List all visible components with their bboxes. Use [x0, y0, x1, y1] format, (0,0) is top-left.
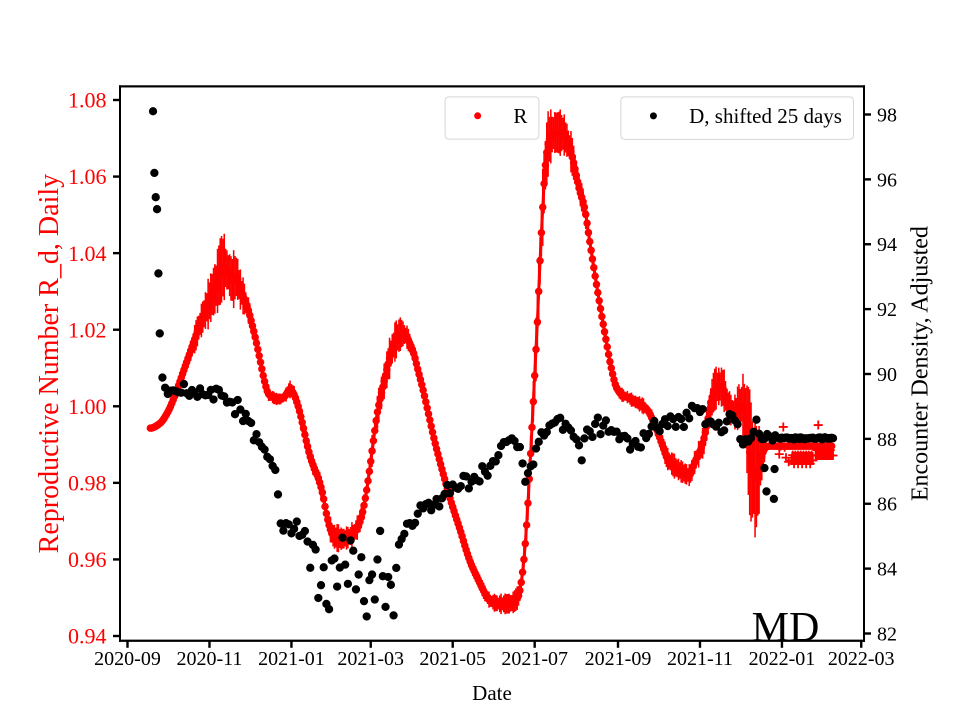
svg-text:0.96: 0.96 — [68, 547, 107, 572]
svg-text:R: R — [513, 104, 527, 128]
svg-text:Date: Date — [472, 681, 512, 705]
svg-text:1.00: 1.00 — [68, 394, 107, 419]
svg-text:1.04: 1.04 — [68, 241, 107, 266]
svg-text:88: 88 — [877, 429, 897, 451]
svg-text:2020-11: 2020-11 — [177, 648, 243, 670]
svg-text:0.98: 0.98 — [68, 470, 107, 495]
svg-text:D, shifted 25 days: D, shifted 25 days — [689, 104, 842, 128]
svg-text:98: 98 — [877, 104, 897, 126]
svg-text:2021-03: 2021-03 — [337, 648, 404, 670]
svg-text:1.08: 1.08 — [68, 88, 107, 113]
svg-text:Encounter Density, Adjusted: Encounter Density, Adjusted — [908, 226, 934, 501]
svg-text:2022-01: 2022-01 — [749, 648, 816, 670]
svg-text:Reproductive Number R_d, Daily: Reproductive Number R_d, Daily — [34, 174, 65, 553]
svg-text:92: 92 — [877, 299, 897, 321]
svg-text:2021-07: 2021-07 — [501, 648, 568, 670]
svg-text:2021-01: 2021-01 — [258, 648, 325, 670]
svg-text:2021-11: 2021-11 — [667, 648, 733, 670]
svg-text:MD: MD — [752, 605, 820, 651]
svg-text:96: 96 — [877, 169, 897, 191]
svg-text:84: 84 — [877, 559, 897, 581]
svg-text:1.02: 1.02 — [68, 317, 107, 342]
svg-text:1.06: 1.06 — [68, 164, 107, 189]
svg-text:86: 86 — [877, 494, 897, 516]
svg-text:0.94: 0.94 — [68, 624, 107, 649]
svg-text:82: 82 — [877, 623, 897, 645]
svg-text:94: 94 — [877, 234, 897, 256]
svg-text:2020-09: 2020-09 — [94, 648, 161, 670]
svg-text:2021-05: 2021-05 — [419, 648, 486, 670]
svg-text:2022-03: 2022-03 — [828, 648, 895, 670]
svg-text:2021-09: 2021-09 — [585, 648, 652, 670]
svg-text:90: 90 — [877, 364, 897, 386]
